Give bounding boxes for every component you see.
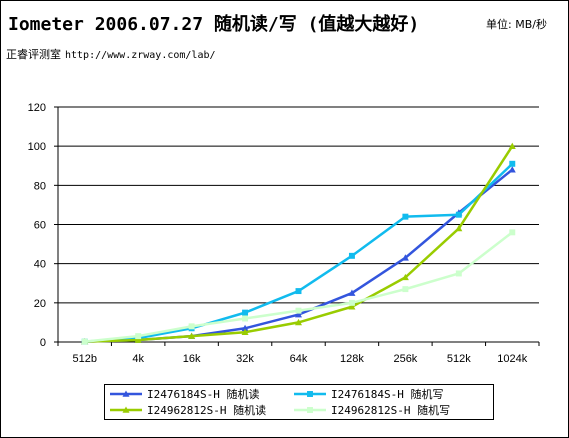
x-tick-label: 64k [290, 353, 308, 365]
y-tick-label: 100 [28, 141, 46, 153]
legend-marker [122, 390, 130, 397]
y-tick-label: 0 [40, 337, 46, 349]
data-point [348, 252, 355, 259]
data-point [135, 333, 142, 340]
legend-swatch-4 [294, 407, 326, 413]
unit-label: 单位: MB/秒 [486, 18, 547, 31]
legend-marker [122, 406, 130, 413]
data-point [401, 273, 409, 281]
chart-title: Iometer 2006.07.27 随机读/写 (值越大越好) [8, 14, 420, 35]
data-point [295, 288, 302, 295]
data-point [508, 166, 516, 173]
x-tick-label: 4k [132, 353, 144, 365]
data-point [509, 229, 516, 236]
legend-label-3: I24962812S-H 随机读 [147, 404, 267, 417]
legend-label-1: I2476184S-H 随机读 [147, 388, 260, 401]
data-point [242, 309, 249, 316]
x-tick-label: 16k [183, 353, 201, 365]
source-url: http://www.zrway.com/lab/ [65, 50, 216, 61]
data-point [455, 270, 462, 277]
x-tick-label: 512k [447, 353, 471, 365]
legend-swatch-1 [110, 390, 142, 397]
data-point [188, 323, 195, 330]
data-point [348, 303, 356, 310]
legend-item-3: I24962812S-H 随机读 [109, 402, 266, 418]
legend-label-2: I2476184S-H 随机写 [331, 388, 444, 401]
y-tick-label: 80 [34, 180, 46, 192]
data-point [402, 286, 409, 293]
data-point [401, 254, 409, 261]
data-point [455, 224, 463, 232]
y-tick-label: 40 [34, 259, 46, 271]
source-label: 正睿评测室 [6, 48, 61, 61]
data-point [402, 213, 409, 220]
legend-swatch-2 [294, 391, 326, 397]
series-1 [81, 166, 516, 345]
x-tick-label: 512b [72, 353, 96, 365]
data-point [188, 332, 196, 339]
y-tick-label: 20 [34, 298, 46, 310]
x-tick-label: 256k [393, 353, 417, 365]
legend-marker [307, 391, 313, 397]
legend-swatch-3 [110, 406, 142, 413]
x-tick-label: 32k [236, 353, 254, 365]
data-point [455, 211, 462, 218]
data-point [241, 324, 249, 332]
legend-item-4: I24962812S-H 随机写 [293, 402, 450, 418]
legend-marker [307, 407, 313, 413]
data-point [241, 328, 249, 336]
data-point [81, 338, 88, 345]
data-point [348, 299, 355, 306]
source-line: 正睿评测室 http://www.zrway.com/lab/ [6, 46, 216, 62]
data-point [295, 318, 302, 326]
legend-item-1: I2476184S-H 随机读 [109, 386, 259, 402]
data-point [295, 307, 302, 314]
data-point [348, 289, 356, 296]
legend-item-2: I2476184S-H 随机写 [293, 386, 443, 402]
data-point [509, 160, 516, 167]
data-point [295, 311, 302, 318]
series-4 [81, 229, 516, 345]
y-tick-label: 120 [28, 102, 46, 114]
chart-legend: I2476184S-H 随机读 I2476184S-H 随机写 I2496281… [104, 384, 494, 420]
y-tick-label: 60 [34, 220, 46, 232]
legend-label-4: I24962812S-H 随机写 [331, 404, 451, 417]
data-point [134, 336, 142, 343]
data-point [242, 315, 249, 322]
x-tick-label: 1024k [497, 353, 527, 365]
series-line [84, 231, 514, 343]
data-point [508, 142, 516, 149]
x-tick-label: 128k [340, 353, 364, 365]
